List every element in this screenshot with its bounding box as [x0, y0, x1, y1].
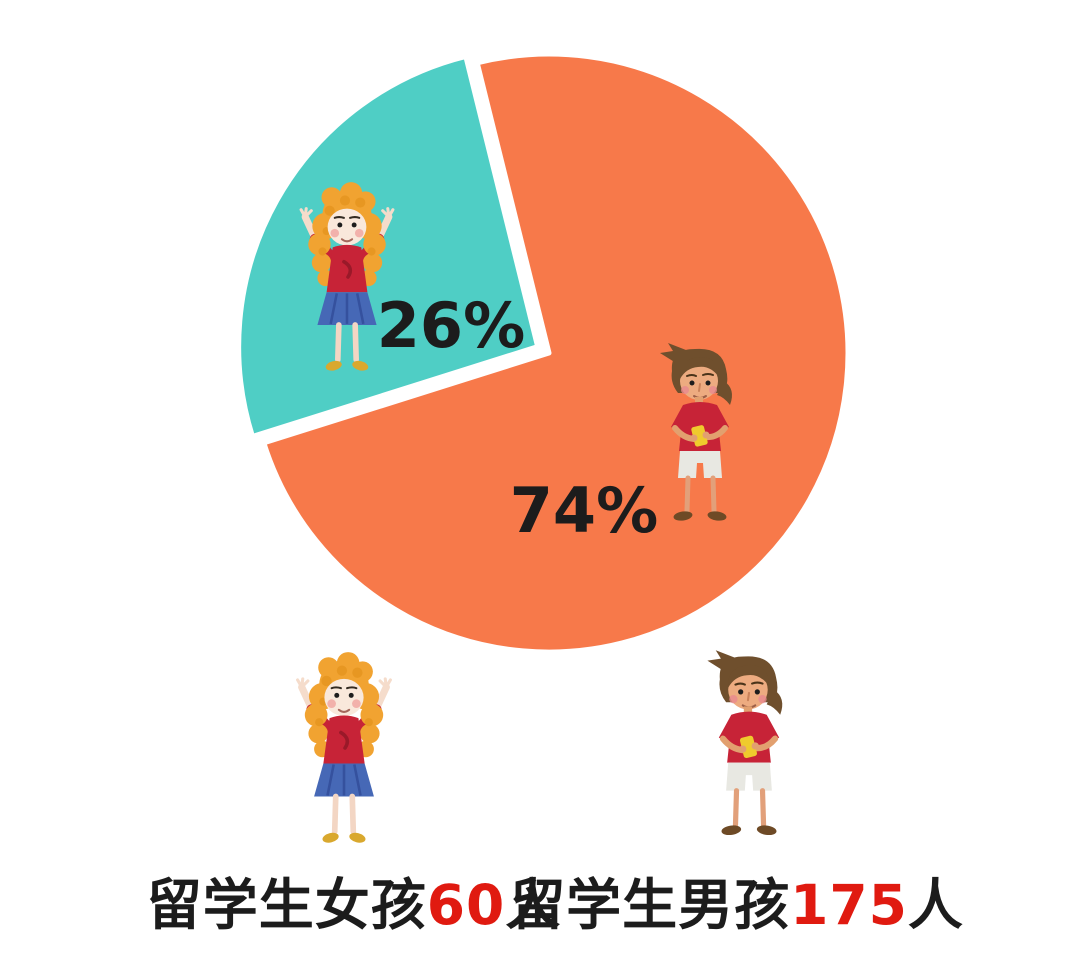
- legend-male-label: 留学生男孩: [510, 874, 791, 936]
- legend-female-count: 60: [426, 873, 506, 937]
- percent-label-male: 74%: [510, 474, 658, 547]
- pie-slice-male: [261, 51, 851, 655]
- girl-illustration-legend: [298, 652, 391, 844]
- legend: 留学生女孩60人 留学生男孩175人: [0, 860, 1080, 940]
- legend-item-male: 留学生男孩175人: [510, 860, 964, 940]
- legend-item-female: 留学生女孩60人: [147, 860, 562, 940]
- pie-slice-female: [236, 53, 541, 439]
- boy-illustration-legend: [707, 650, 782, 836]
- legend-female-label: 留学生女孩: [146, 874, 427, 936]
- legend-female-suffix: 人: [505, 874, 562, 936]
- percent-label-female: 26%: [377, 289, 525, 362]
- legend-male-count: 175: [790, 873, 908, 937]
- legend-male-suffix: 人: [907, 874, 964, 936]
